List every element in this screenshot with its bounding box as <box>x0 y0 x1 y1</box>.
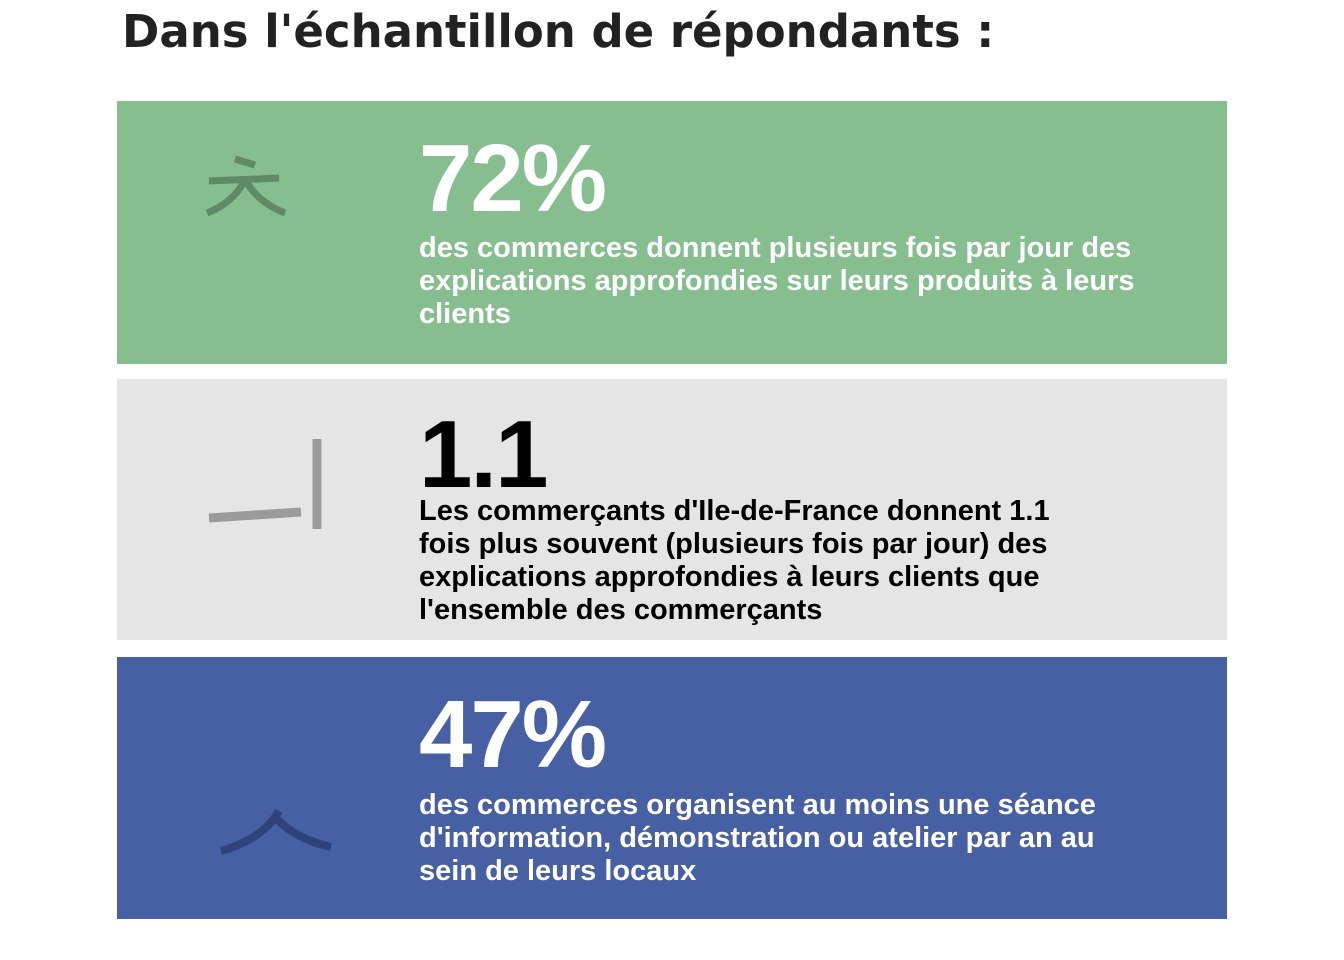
stat-card-explanations: 72% des commerces donnent plusieurs fois… <box>117 101 1227 364</box>
stat-card-ile-de-france: 1.1 Les commerçants d'Ile-de-France donn… <box>117 379 1227 640</box>
page-title: Dans l'échantillon de répondants : <box>122 5 995 58</box>
stat-description: Les commerçants d'Ile-de-France donnent … <box>419 495 1050 626</box>
stat-description: des commerces donnent plusieurs fois par… <box>419 232 1135 330</box>
stat-value: 72% <box>419 125 607 232</box>
korean-ui-vowel-icon <box>201 429 331 539</box>
stat-value: 47% <box>419 681 607 788</box>
stat-value: 1.1 <box>419 401 548 508</box>
korean-chieut-icon <box>197 141 293 221</box>
korean-sieut-icon <box>213 701 343 861</box>
stat-card-workshops: 47% des commerces organisent au moins un… <box>117 657 1227 919</box>
stat-description: des commerces organisent au moins une sé… <box>419 789 1096 887</box>
